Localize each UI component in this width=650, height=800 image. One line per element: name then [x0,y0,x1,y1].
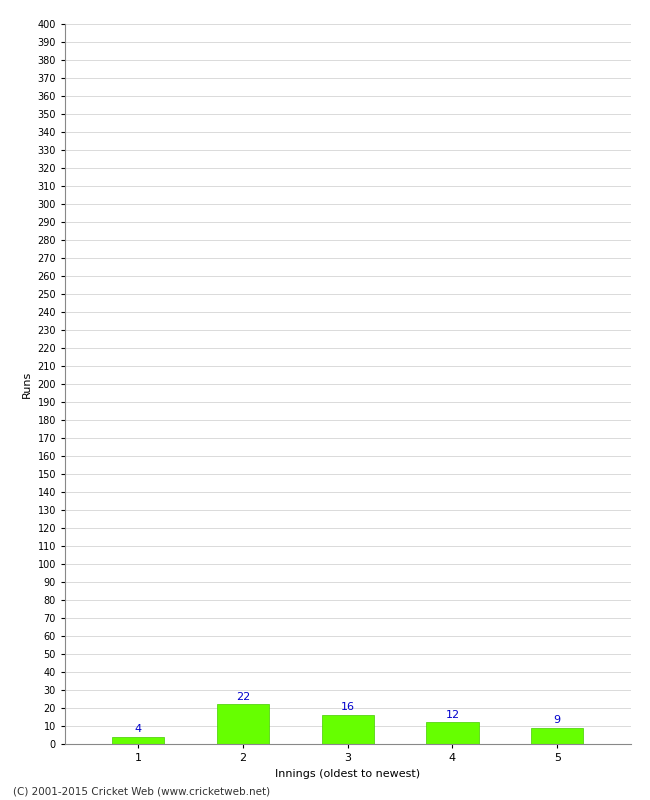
Text: (C) 2001-2015 Cricket Web (www.cricketweb.net): (C) 2001-2015 Cricket Web (www.cricketwe… [13,786,270,796]
X-axis label: Innings (oldest to newest): Innings (oldest to newest) [275,769,421,778]
Text: 16: 16 [341,702,355,713]
Bar [426,722,478,744]
Text: 22: 22 [236,692,250,702]
Bar [531,728,584,744]
Y-axis label: Runs: Runs [22,370,32,398]
Text: 9: 9 [554,715,561,725]
Text: 12: 12 [445,710,460,720]
Bar [322,715,374,744]
Bar [112,737,164,744]
Text: 4: 4 [135,724,142,734]
Bar [217,704,269,744]
